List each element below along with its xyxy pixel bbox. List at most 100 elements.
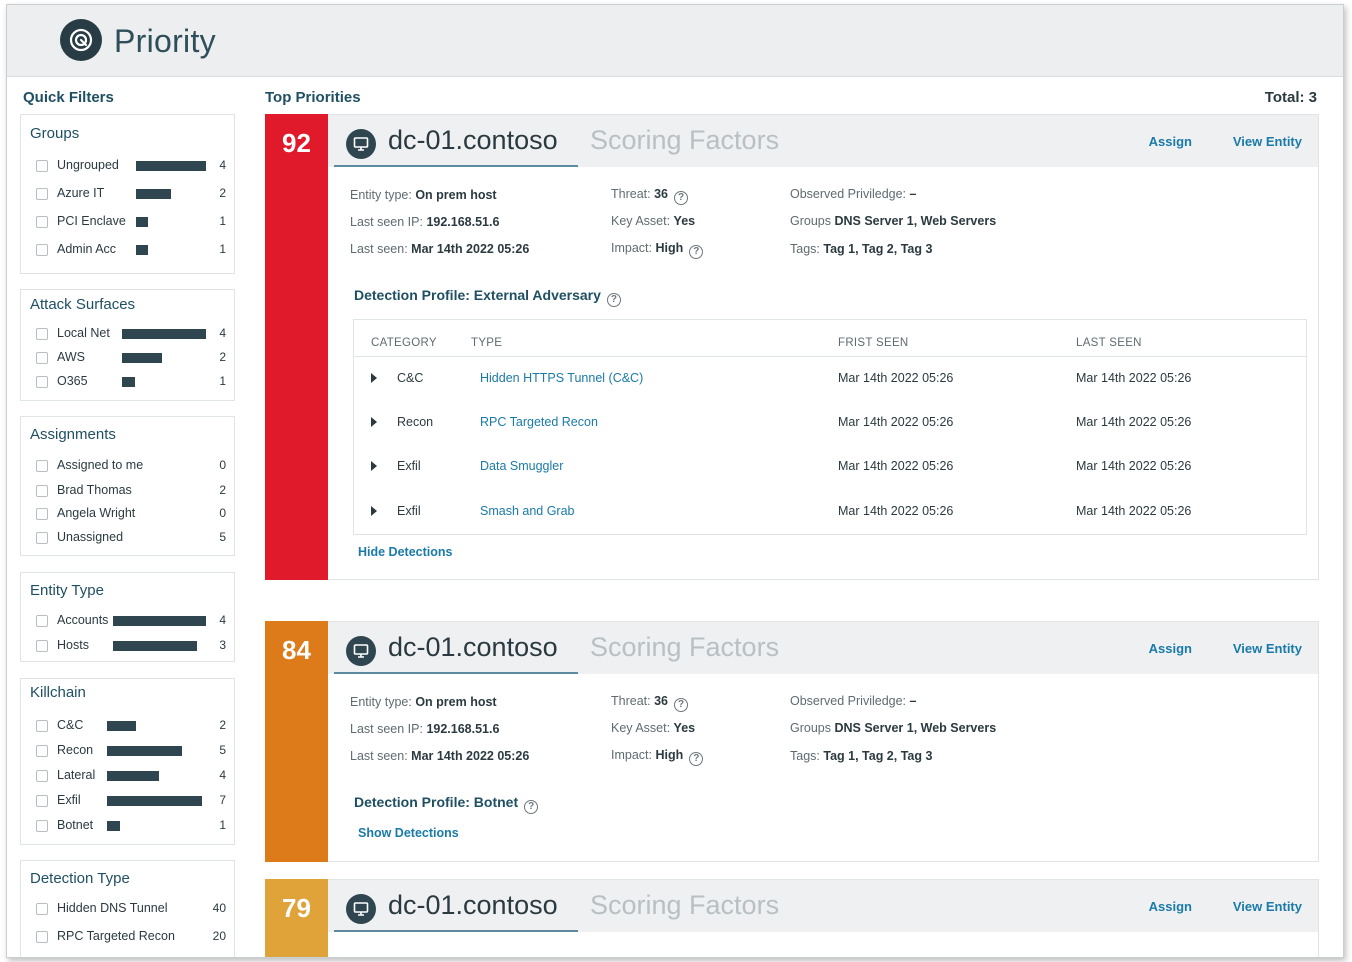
priority-card: 84 dc-01.contoso Scoring Factors Assign …: [265, 621, 1319, 862]
hide-detections-link[interactable]: Hide Detections: [358, 545, 453, 559]
checkbox[interactable]: [36, 903, 48, 915]
filter-row[interactable]: Botnet 1: [21, 817, 234, 835]
filter-row[interactable]: O365 1: [21, 373, 234, 391]
checkbox[interactable]: [36, 244, 48, 256]
assign-link[interactable]: Assign: [1148, 641, 1192, 656]
help-icon[interactable]: ?: [674, 191, 688, 205]
filter-label: Hosts: [57, 638, 89, 652]
priority-card: 79 dc-01.contoso Scoring Factors Assign …: [265, 879, 1319, 957]
checkbox[interactable]: [36, 532, 48, 544]
row-category: Exfil: [397, 459, 421, 473]
table-row[interactable]: C&C Hidden HTTPS Tunnel (C&C) Mar 14th 2…: [354, 369, 1306, 389]
checkbox[interactable]: [36, 745, 48, 757]
table-row[interactable]: Exfil Smash and Grab Mar 14th 2022 05:26…: [354, 502, 1306, 522]
view-entity-link[interactable]: View Entity: [1232, 134, 1302, 149]
checkbox[interactable]: [36, 328, 48, 340]
caret-right-icon[interactable]: [371, 417, 377, 427]
filter-row[interactable]: Unassigned 5: [21, 529, 234, 547]
filter-row[interactable]: Exfil 7: [21, 792, 234, 810]
tab-scoring-factors[interactable]: Scoring Factors: [590, 890, 780, 920]
filter-count: 2: [219, 186, 226, 200]
table-row[interactable]: Recon RPC Targeted Recon Mar 14th 2022 0…: [354, 413, 1306, 433]
help-icon[interactable]: ?: [689, 245, 704, 259]
checkbox[interactable]: [36, 931, 48, 943]
column-header[interactable]: FRIST SEEN: [838, 337, 909, 349]
filter-row[interactable]: Hosts 3: [21, 637, 234, 655]
checkbox[interactable]: [36, 188, 48, 200]
view-entity-link[interactable]: View Entity: [1232, 641, 1302, 656]
filter-label: Ungrouped: [57, 158, 119, 172]
caret-right-icon[interactable]: [371, 461, 377, 471]
checkbox[interactable]: [36, 160, 48, 172]
assign-link[interactable]: Assign: [1148, 134, 1192, 149]
tab-entity[interactable]: dc-01.contoso: [334, 622, 578, 674]
filter-count: 2: [219, 718, 226, 732]
column-header[interactable]: TYPE: [471, 337, 503, 349]
filter-count: 4: [219, 326, 226, 340]
assign-link[interactable]: Assign: [1148, 899, 1192, 914]
filter-label: Assigned to me: [57, 458, 144, 472]
score-badge: 92: [265, 114, 328, 580]
checkbox[interactable]: [36, 615, 48, 627]
checkbox[interactable]: [36, 352, 48, 364]
filter-row[interactable]: Ungrouped 4: [21, 157, 234, 175]
threat-field: Threat: 36?: [611, 694, 688, 712]
checkbox[interactable]: [36, 795, 48, 807]
tab-entity[interactable]: dc-01.contoso: [334, 115, 578, 167]
filter-label: Admin Acc: [57, 242, 117, 256]
count-bar: [107, 821, 120, 831]
filter-row[interactable]: PCI Enclave 1: [21, 213, 234, 231]
tab-scoring-factors[interactable]: Scoring Factors: [590, 125, 780, 155]
filter-label: Recon: [57, 743, 94, 757]
filter-row[interactable]: Local Net 4: [21, 325, 234, 343]
filter-row[interactable]: Hidden DNS Tunnel 40: [21, 900, 234, 918]
row-type-link[interactable]: Hidden HTTPS Tunnel (C&C): [480, 371, 644, 385]
filter-count: 40: [212, 901, 226, 915]
checkbox[interactable]: [36, 820, 48, 832]
checkbox[interactable]: [36, 640, 48, 652]
filter-row[interactable]: AWS 2: [21, 349, 234, 367]
column-header[interactable]: CATEGORY: [371, 337, 437, 349]
show-detections-link[interactable]: Show Detections: [358, 826, 459, 840]
caret-right-icon[interactable]: [371, 506, 377, 516]
checkbox[interactable]: [36, 508, 48, 520]
help-icon[interactable]: ?: [689, 752, 704, 766]
filter-row[interactable]: Angela Wright 0: [21, 505, 234, 523]
column-header[interactable]: LAST SEEN: [1076, 337, 1142, 349]
checkbox[interactable]: [36, 720, 48, 732]
filter-row[interactable]: Azure IT 2: [21, 185, 234, 203]
filter-row[interactable]: Accounts 4: [21, 612, 234, 630]
help-icon[interactable]: ?: [606, 293, 621, 307]
checkbox[interactable]: [36, 216, 48, 228]
filter-count: 2: [219, 483, 226, 497]
filter-row[interactable]: Admin Acc 1: [21, 241, 234, 259]
tab-entity[interactable]: dc-01.contoso: [334, 880, 578, 932]
checkbox[interactable]: [36, 376, 48, 388]
tab-scoring-factors[interactable]: Scoring Factors: [590, 632, 780, 662]
table-row[interactable]: Exfil Data Smuggler Mar 14th 2022 05:26 …: [354, 457, 1306, 477]
panel-title: Groups: [30, 125, 80, 142]
filter-row[interactable]: C&C 2: [21, 717, 234, 735]
filter-row[interactable]: Recon 5: [21, 742, 234, 760]
panel-title: Entity Type: [30, 582, 104, 599]
filter-panel-groups: Groups Ungrouped 4 Azure IT 2 PCI Enclave 1…: [20, 114, 235, 274]
filter-row[interactable]: RPC Targeted Recon 20: [21, 928, 234, 946]
checkbox[interactable]: [36, 770, 48, 782]
filter-row[interactable]: Brad Thomas 2: [21, 482, 234, 500]
filter-count: 7: [219, 793, 226, 807]
help-icon[interactable]: ?: [674, 698, 688, 712]
checkbox[interactable]: [36, 485, 48, 497]
help-icon[interactable]: ?: [524, 800, 539, 814]
caret-right-icon[interactable]: [371, 373, 377, 383]
row-type-link[interactable]: Data Smuggler: [480, 459, 564, 473]
view-entity-link[interactable]: View Entity: [1232, 899, 1302, 914]
card-header: dc-01.contoso Scoring Factors Assign Vie…: [328, 115, 1318, 167]
filter-row[interactable]: Assigned to me 0: [21, 457, 234, 475]
row-type-link[interactable]: Smash and Grab: [480, 504, 575, 518]
count-bar: [113, 641, 197, 651]
filter-count: 1: [219, 242, 226, 256]
row-type-link[interactable]: RPC Targeted Recon: [480, 415, 598, 429]
panel-title: Attack Surfaces: [30, 296, 136, 313]
filter-row[interactable]: Lateral 4: [21, 767, 234, 785]
checkbox[interactable]: [36, 460, 48, 472]
